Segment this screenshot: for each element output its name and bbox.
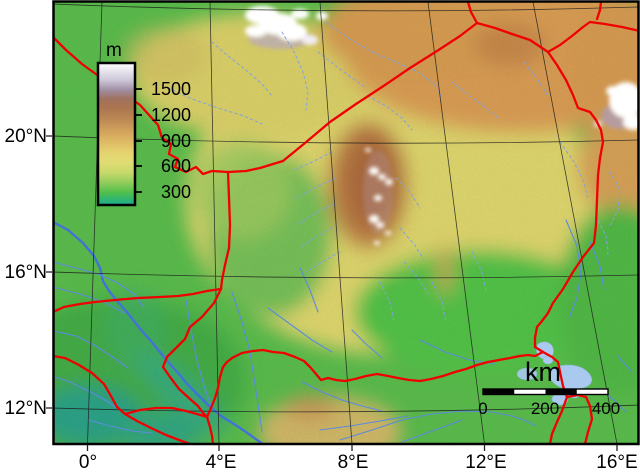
graticule-parallel <box>54 3 638 12</box>
x-tick-label: 8°E <box>338 452 369 473</box>
legend-title: m <box>106 40 122 61</box>
country-borders-layer <box>54 2 638 443</box>
legend-tick-label: 300 <box>161 182 191 202</box>
scale-bar-segment <box>545 389 577 395</box>
border-niger-nigeria <box>230 348 545 383</box>
graticule-parallel <box>54 404 638 413</box>
border-mali-algeria <box>54 36 230 176</box>
graticule-meridian <box>319 2 353 443</box>
legend-tick-label: 600 <box>161 156 191 176</box>
graticule-meridian <box>427 2 485 443</box>
border-benin-niger <box>205 356 234 419</box>
scale-bar-labels: 0 200 400 <box>478 399 620 418</box>
x-tick-label: 16°E <box>596 452 637 473</box>
legend-tick-label: 1500 <box>151 79 191 99</box>
axis-ticks <box>46 135 618 451</box>
scale-bar-segment <box>483 389 515 395</box>
border-libya-chad <box>546 2 638 54</box>
border-algeria-libya <box>466 2 479 25</box>
x-tick-label: 4°E <box>206 452 237 473</box>
scale-bar-label: 400 <box>592 399 620 418</box>
border-benin-nigeria <box>205 415 215 443</box>
x-tick-label: 0° <box>79 452 97 473</box>
y-tick-label: 16°N <box>5 262 47 283</box>
y-tick-label: 12°N <box>5 398 47 419</box>
scale-bar: km 0 200 400 <box>478 357 620 418</box>
graticule-layer <box>54 2 638 443</box>
border-burkina-south <box>54 355 191 443</box>
rivers-layer <box>54 21 633 443</box>
map-frame <box>52 0 640 446</box>
y-tick-label: 20°N <box>5 126 47 147</box>
tributaries <box>54 219 633 443</box>
highland-peaks <box>245 6 638 245</box>
legend-tick-label: 1200 <box>151 105 191 125</box>
border-burkina-niger <box>161 287 223 419</box>
y-axis-labels: 20°N 16°N 12°N <box>5 126 47 419</box>
x-axis-labels: 0° 4°E 8°E 12°E 16°E <box>79 452 638 473</box>
x-tick-label: 12°E <box>465 452 506 473</box>
border-algeria-niger <box>226 21 479 174</box>
border-niger-chad <box>533 50 605 443</box>
legend-colorbar <box>96 61 137 207</box>
scale-bar-label: 0 <box>478 399 487 418</box>
border-burkina-benin <box>123 406 209 419</box>
border-libya-niger <box>475 21 550 54</box>
scale-bar-label: 200 <box>531 399 559 418</box>
graticule-meridian <box>209 2 220 443</box>
legend-tick-labels: 1500 1200 900 600 300 <box>151 79 191 202</box>
border-mali-niger <box>219 170 232 291</box>
scale-bar-unit-label: km <box>525 357 561 387</box>
legend-ticks <box>135 88 142 193</box>
wadis <box>167 21 621 323</box>
legend-tick-label: 900 <box>161 131 191 151</box>
border-mali-burkina <box>54 287 223 313</box>
niger-river <box>54 221 264 443</box>
graticule-meridian <box>532 2 618 443</box>
graticule-parallel <box>54 271 638 279</box>
elevation-legend: m 1500 1200 900 600 300 <box>96 40 191 207</box>
